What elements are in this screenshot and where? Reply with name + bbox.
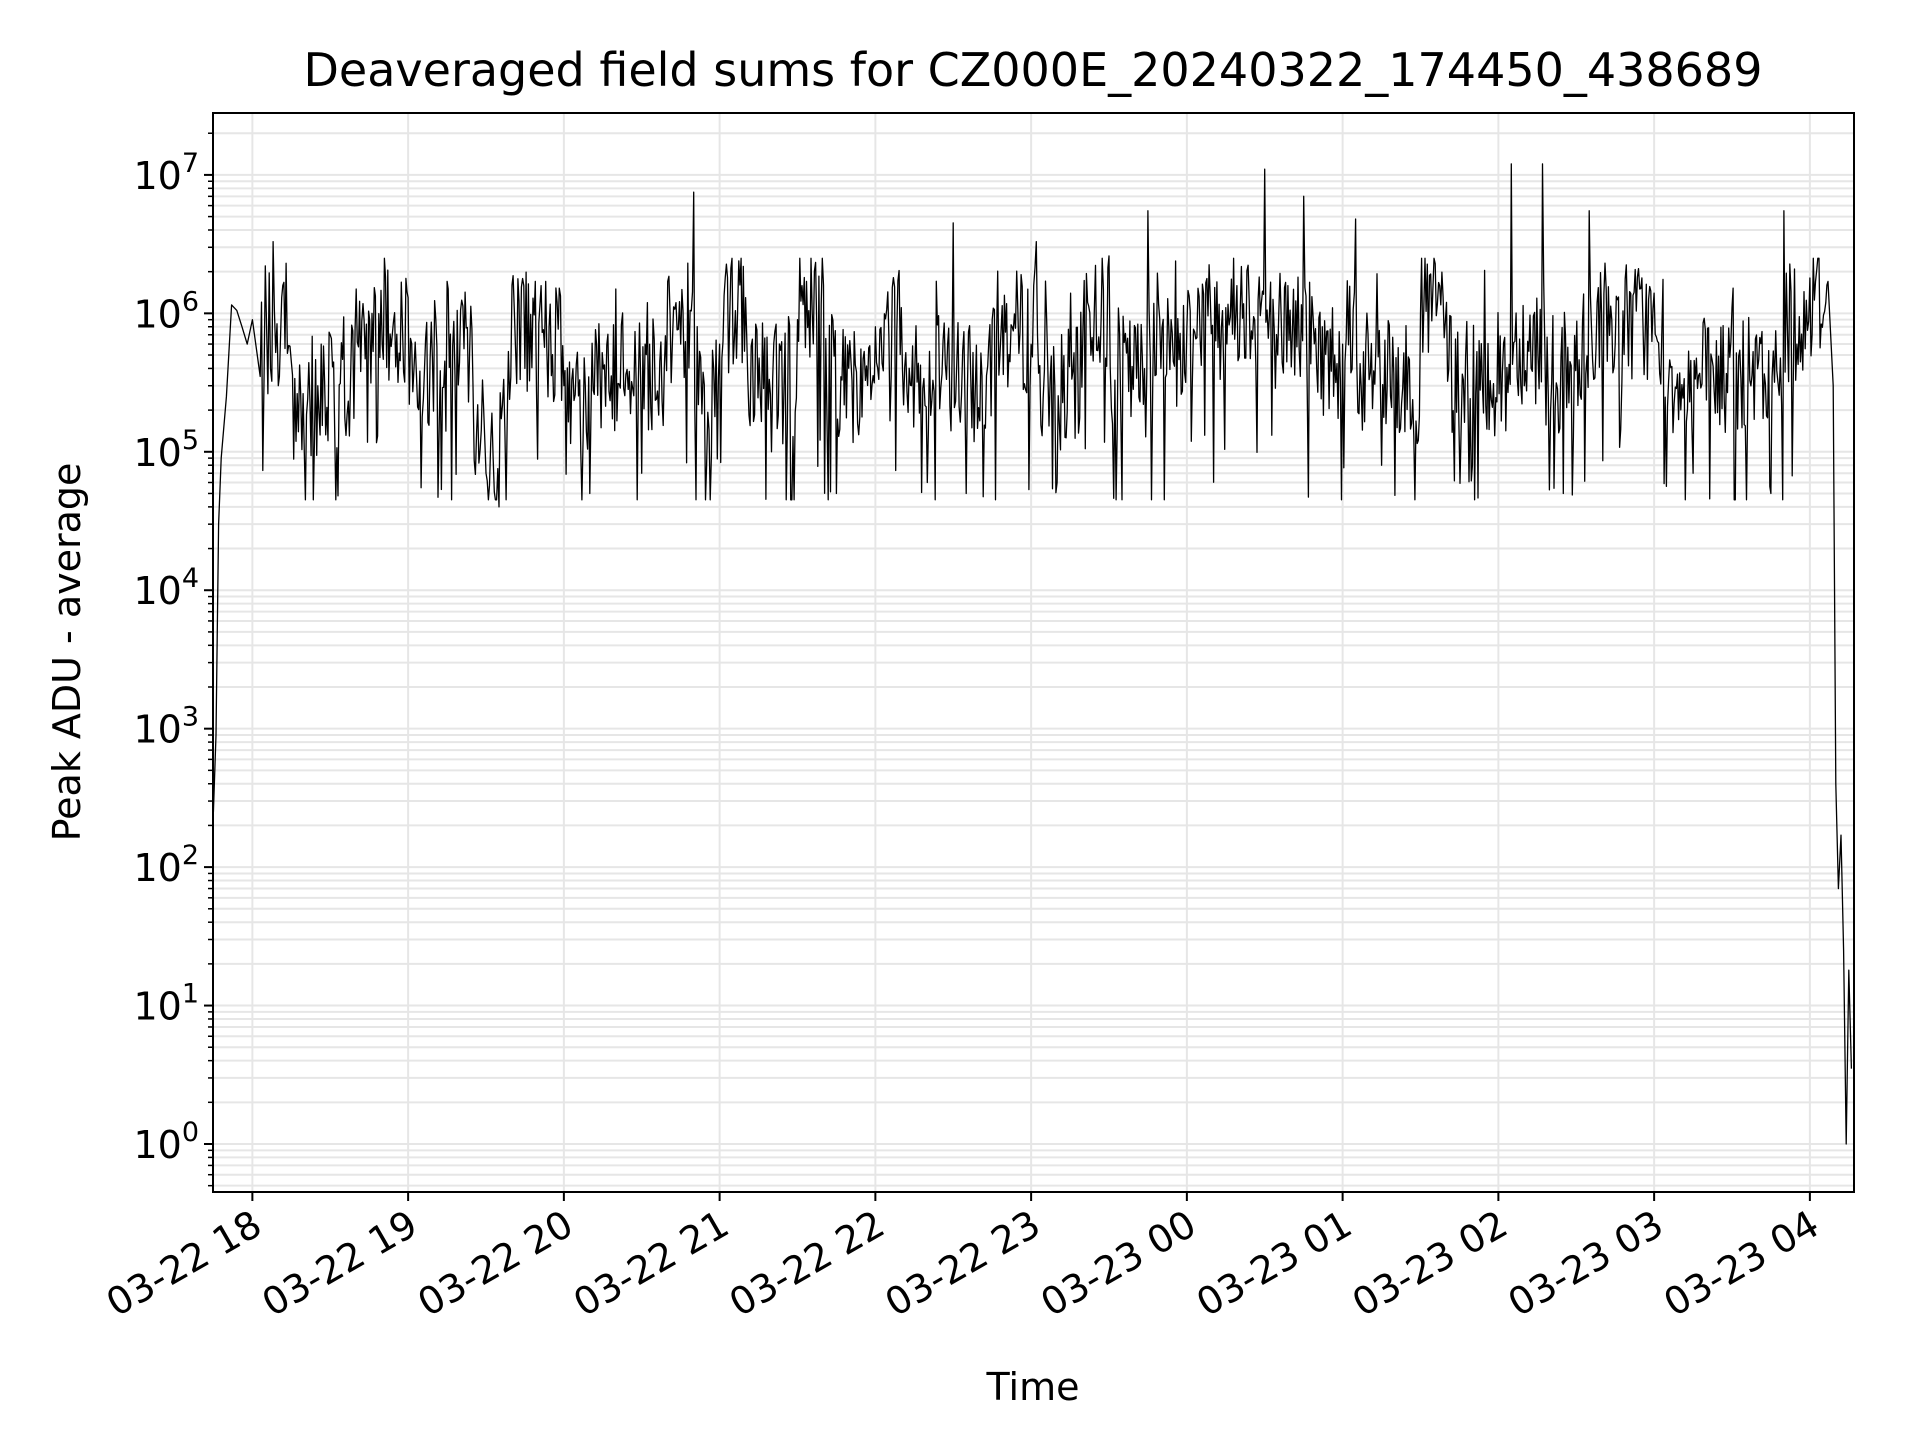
y-tick-exponent: 6 — [182, 286, 199, 317]
y-tick-base: 10 — [133, 292, 181, 336]
series-line — [212, 163, 1853, 1145]
chart-title: Deaveraged field sums for CZ000E_2024032… — [304, 43, 1763, 97]
y-tick-base: 10 — [133, 1123, 181, 1167]
y-tick-label: 104 — [133, 563, 199, 613]
y-tick-label: 105 — [133, 425, 199, 475]
y-tick-label: 100 — [133, 1117, 199, 1167]
y-tick-base: 10 — [133, 985, 181, 1029]
grid-layer — [213, 113, 1854, 1192]
y-tick-label: 101 — [133, 979, 199, 1029]
plot-frame — [212, 112, 1855, 1193]
y-tick-label: 102 — [133, 840, 199, 890]
y-tick-base: 10 — [133, 708, 181, 752]
x-axis-label: Time — [986, 1365, 1080, 1409]
y-axis-label: Peak ADU - average — [45, 463, 89, 842]
plot-layer — [212, 163, 1853, 1145]
y-tick-base: 10 — [133, 569, 181, 613]
y-tick-label: 103 — [133, 702, 199, 752]
y-tick-exponent: 2 — [182, 840, 199, 871]
y-tick-base: 10 — [133, 431, 181, 475]
y-tick-exponent: 7 — [182, 148, 199, 179]
y-tick-base: 10 — [133, 846, 181, 890]
y-tick-exponent: 4 — [182, 563, 199, 594]
y-tick-exponent: 0 — [182, 1117, 199, 1148]
y-tick-exponent: 3 — [182, 702, 199, 733]
y-tick-label: 107 — [133, 148, 199, 198]
y-tick-exponent: 1 — [182, 979, 199, 1010]
y-tick-exponent: 5 — [182, 425, 199, 456]
y-tick-label: 106 — [133, 286, 199, 336]
y-tick-base: 10 — [133, 154, 181, 198]
